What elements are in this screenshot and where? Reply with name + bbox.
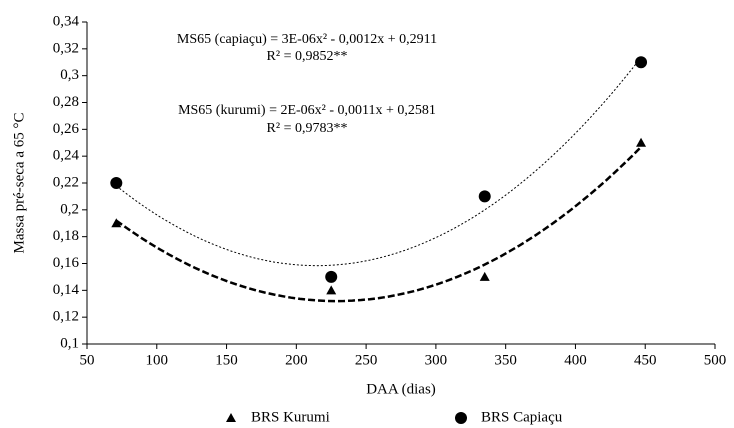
trendline xyxy=(115,146,642,303)
annotation: MS65 (capiaçu) = 3E-06x² - 0,0012x + 0,2… xyxy=(177,32,437,47)
y-tick-label: 0,14 xyxy=(53,282,80,298)
x-tick-label: 400 xyxy=(564,352,587,368)
marker xyxy=(478,190,491,203)
x-tick-label: 100 xyxy=(146,352,169,368)
x-tick-label: 500 xyxy=(704,352,727,368)
x-tick-label: 50 xyxy=(80,352,95,368)
y-tick-label: 0,1 xyxy=(60,335,79,351)
y-tick-label: 0,18 xyxy=(53,228,79,244)
x-tick-label: 300 xyxy=(425,352,448,368)
y-tick-label: 0,28 xyxy=(53,94,79,110)
y-tick-label: 0,16 xyxy=(53,255,80,271)
y-tick-label: 0,26 xyxy=(53,121,80,137)
marker xyxy=(635,56,648,69)
marker xyxy=(325,270,338,283)
x-axis-label: DAA (dias) xyxy=(366,381,436,397)
legend-label: BRS Kurumi xyxy=(251,409,330,425)
marker xyxy=(326,285,337,295)
legend-label: BRS Capiaçu xyxy=(481,409,563,425)
marker xyxy=(455,412,467,424)
y-tick-label: 0,22 xyxy=(53,174,79,190)
y-tick-label: 0,2 xyxy=(60,201,79,217)
marker xyxy=(636,137,647,147)
x-tick-label: 450 xyxy=(634,352,657,368)
trendline xyxy=(115,57,642,267)
y-axis-label: Massa pré-seca a 65 °C xyxy=(11,113,27,254)
y-tick-label: 0,12 xyxy=(53,309,79,325)
annotation: R² = 0,9783** xyxy=(267,121,348,136)
marker xyxy=(226,413,236,422)
annotation: R² = 0,9852** xyxy=(267,49,348,64)
x-tick-label: 250 xyxy=(355,352,378,368)
y-tick-label: 0,3 xyxy=(60,67,79,83)
y-tick-label: 0,34 xyxy=(53,13,80,29)
y-tick-label: 0,24 xyxy=(53,148,80,164)
x-tick-label: 200 xyxy=(285,352,308,368)
marker xyxy=(110,177,123,189)
y-tick-label: 0,32 xyxy=(53,40,79,56)
x-tick-label: 150 xyxy=(215,352,238,368)
marker xyxy=(479,271,490,281)
annotation: MS65 (kurumi) = 2E-06x² - 0,0011x + 0,25… xyxy=(178,103,436,118)
marker xyxy=(111,218,122,228)
x-tick-label: 350 xyxy=(494,352,517,368)
